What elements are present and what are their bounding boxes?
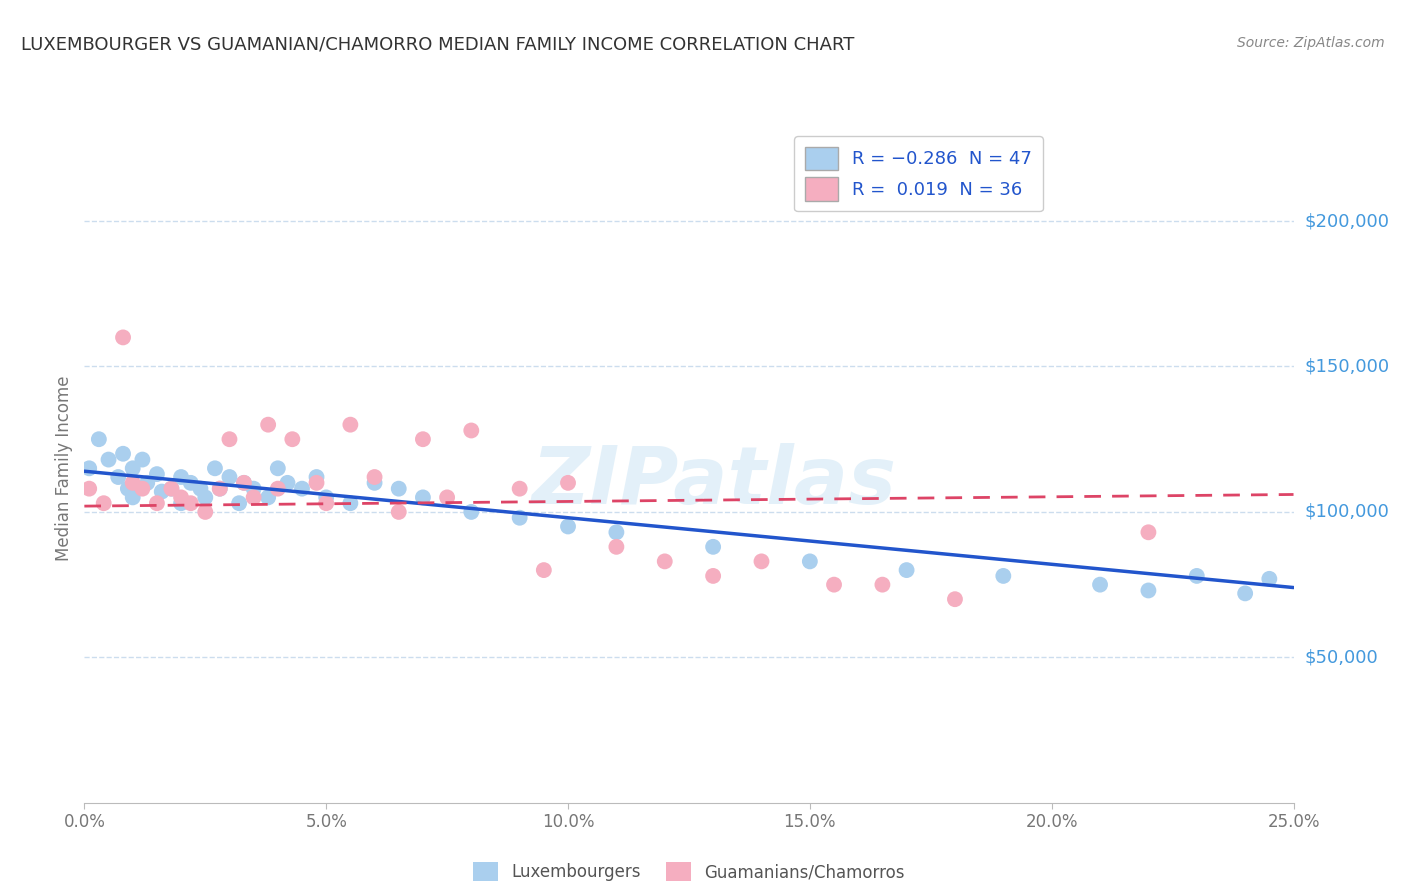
Point: [943, 592, 966, 607]
Point: [228, 496, 250, 510]
Point: [363, 475, 385, 490]
Point: [1137, 583, 1160, 598]
Point: [460, 505, 482, 519]
Point: [605, 540, 627, 554]
Point: [509, 510, 531, 524]
Point: [460, 424, 482, 438]
Text: $200,000: $200,000: [1305, 212, 1389, 230]
Point: [276, 475, 298, 490]
Text: LUXEMBOURGER VS GUAMANIAN/CHAMORRO MEDIAN FAMILY INCOME CORRELATION CHART: LUXEMBOURGER VS GUAMANIAN/CHAMORRO MEDIA…: [21, 36, 855, 54]
Point: [242, 491, 264, 505]
Point: [180, 475, 202, 490]
Point: [315, 491, 337, 505]
Text: $150,000: $150,000: [1305, 358, 1389, 376]
Point: [77, 461, 100, 475]
Point: [170, 496, 193, 510]
Point: [1137, 525, 1160, 540]
Text: ZIPatlas: ZIPatlas: [530, 442, 896, 521]
Point: [131, 482, 153, 496]
Point: [150, 484, 173, 499]
Point: [557, 475, 579, 490]
Point: [131, 452, 153, 467]
Point: [388, 482, 411, 496]
Point: [702, 569, 724, 583]
Point: [194, 505, 217, 519]
Point: [208, 482, 231, 496]
Point: [257, 491, 280, 505]
Text: Source: ZipAtlas.com: Source: ZipAtlas.com: [1237, 36, 1385, 50]
Point: [605, 525, 627, 540]
Point: [194, 491, 217, 505]
Point: [146, 496, 169, 510]
Point: [388, 505, 411, 519]
Point: [121, 461, 143, 475]
Point: [170, 491, 193, 505]
Text: $50,000: $50,000: [1305, 648, 1378, 666]
Point: [291, 482, 314, 496]
Point: [267, 482, 290, 496]
Point: [339, 496, 361, 510]
Point: [97, 452, 120, 467]
Point: [267, 461, 290, 475]
Point: [218, 470, 240, 484]
Point: [77, 482, 100, 496]
Text: $100,000: $100,000: [1305, 503, 1389, 521]
Point: [190, 482, 212, 496]
Point: [533, 563, 555, 577]
Point: [993, 569, 1015, 583]
Point: [180, 496, 202, 510]
Point: [160, 482, 183, 496]
Point: [112, 447, 135, 461]
Point: [436, 491, 458, 505]
Point: [1258, 572, 1281, 586]
Point: [1088, 577, 1111, 591]
Point: [204, 461, 226, 475]
Point: [654, 554, 676, 568]
Point: [339, 417, 361, 432]
Y-axis label: Median Family Income: Median Family Income: [55, 376, 73, 561]
Point: [412, 432, 434, 446]
Point: [702, 540, 724, 554]
Point: [218, 432, 240, 446]
Point: [305, 475, 328, 490]
Point: [121, 475, 143, 490]
Point: [87, 432, 110, 446]
Point: [509, 482, 531, 496]
Point: [872, 577, 894, 591]
Point: [107, 470, 129, 484]
Point: [112, 330, 135, 344]
Point: [117, 482, 139, 496]
Point: [557, 519, 579, 533]
Point: [233, 475, 256, 490]
Point: [146, 467, 169, 482]
Point: [1234, 586, 1257, 600]
Point: [93, 496, 115, 510]
Point: [136, 475, 159, 490]
Point: [823, 577, 845, 591]
Point: [896, 563, 918, 577]
Point: [412, 491, 434, 505]
Point: [305, 470, 328, 484]
Point: [121, 491, 143, 505]
Point: [363, 470, 385, 484]
Legend: Luxembourgers, Guamanians/Chamorros: Luxembourgers, Guamanians/Chamorros: [467, 855, 911, 888]
Point: [170, 470, 193, 484]
Point: [242, 482, 264, 496]
Point: [233, 475, 256, 490]
Point: [799, 554, 821, 568]
Point: [751, 554, 773, 568]
Point: [315, 496, 337, 510]
Point: [160, 482, 183, 496]
Point: [1185, 569, 1208, 583]
Point: [208, 482, 231, 496]
Point: [281, 432, 304, 446]
Point: [257, 417, 280, 432]
